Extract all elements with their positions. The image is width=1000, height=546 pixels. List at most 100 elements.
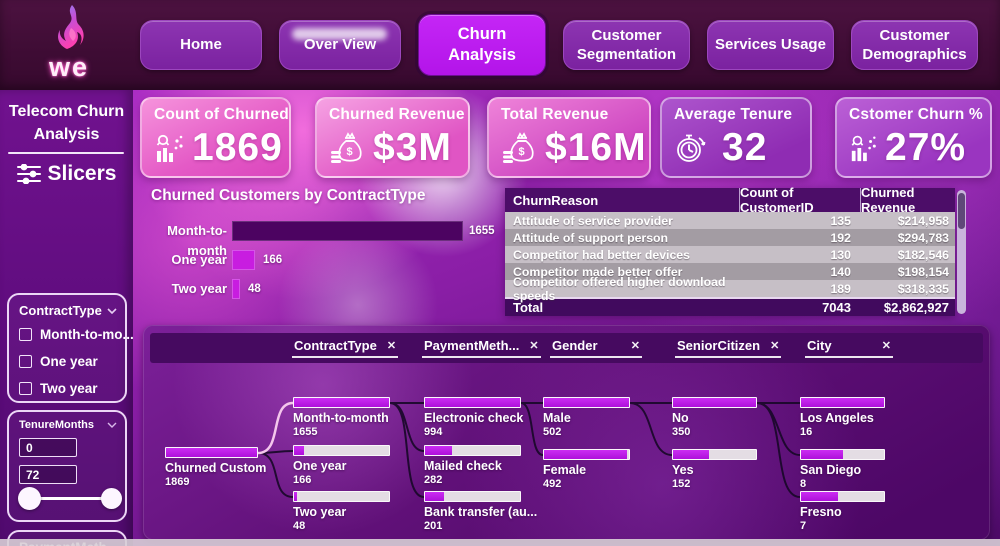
bar-value-label: 48 [248,283,261,295]
kpi-value: 32 [722,126,768,169]
tree-field-gender[interactable]: Gender ✕ [550,338,642,358]
tenure-min-input[interactable] [19,438,77,457]
checkbox[interactable] [19,328,32,341]
column-header[interactable]: Count of CustomerID [740,185,861,215]
divider [8,152,124,154]
highlight-smudge [292,28,387,40]
tree-node-san-diego[interactable]: San Diego 8 [800,449,885,490]
bar-month-to-month[interactable] [232,221,463,241]
bar-value-label: 1655 [469,225,495,237]
kpi-title: Total Revenue [501,106,609,123]
table-row[interactable]: Attitude of service provider 135 $214,95… [505,212,955,229]
checkbox[interactable] [19,355,32,368]
flame-icon [58,5,84,49]
kpi-churned-revenue[interactable]: Churned Revenue $ $3M [315,97,470,178]
tree-node-fresno[interactable]: Fresno 7 [800,491,885,532]
tree-node-electronic-check[interactable]: Electronic check 994 [424,397,523,438]
kpi-title: Cstomer Churn % [849,106,983,123]
tree-node-two-year[interactable]: Two year 48 [293,491,390,532]
tree-node-bank-transfer[interactable]: Bank transfer (au... 201 [424,491,537,532]
close-icon[interactable]: ✕ [770,340,780,352]
screen-edge [0,539,1000,546]
tree-node-mailed-check[interactable]: Mailed check 282 [424,445,521,486]
close-icon[interactable]: ✕ [630,340,640,352]
kpi-value: $16M [545,126,647,169]
kpi-title: Count of Churned [154,106,289,123]
table-row[interactable]: Competitor made better offer 140 $198,15… [505,263,955,280]
sidebar: Telecom Churn Analysis Slicers ContractT… [0,90,134,546]
churned-by-contract-chart: Churned Customers by ContractType Month-… [143,183,497,316]
bar-category-label: Month-to-month [167,223,227,258]
table-header-row: ChurnReason Count of CustomerID Churned … [505,185,955,215]
tree-node-los-angeles[interactable]: Los Angeles 16 [800,397,885,438]
kpi-title: Churned Revenue [329,106,465,123]
slicer-title: TenureMonths [19,419,94,431]
close-icon[interactable]: ✕ [881,340,891,352]
tab-churn-analysis[interactable]: Churn Analysis [418,14,546,76]
tree-node-male[interactable]: Male 502 [543,397,630,438]
range-slider-handle-max[interactable] [101,488,122,509]
tab-home[interactable]: Home [140,20,262,70]
svg-text:$: $ [347,146,353,158]
bar-value-label: 166 [263,254,283,266]
table-scrollbar-thumb[interactable] [958,193,965,229]
tab-services-usage[interactable]: Services Usage [707,20,834,70]
people-chart-icon [851,135,876,162]
bar-one-year[interactable] [232,250,255,270]
slicer-title: ContractType [19,303,102,318]
chevron-down-icon[interactable] [107,307,117,314]
tree-node-senior-yes[interactable]: Yes 152 [672,449,757,490]
tree-field-seniorcitizen[interactable]: SeniorCitizen ✕ [675,338,782,358]
slicers-heading: Slicers [0,162,133,186]
table-row[interactable]: Competitor had better devices 130 $182,5… [505,246,955,263]
range-slider-track[interactable] [29,497,111,500]
bar-category-label: One year [171,252,227,267]
brand-logo: we [14,4,124,88]
stopwatch-icon [677,134,706,162]
chevron-down-icon[interactable] [107,422,117,428]
brand-logo-text: we [48,52,90,82]
range-slider-handle-min[interactable] [18,487,41,510]
slicer-option-one-year[interactable]: One year [19,354,119,369]
tree-node-root[interactable]: Churned Custom 1869 [165,447,266,488]
table-row[interactable]: Competitor offered higher download speed… [505,275,955,303]
tenure-max-input[interactable] [19,465,77,484]
close-icon[interactable]: ✕ [529,340,539,352]
kpi-value: 27% [885,126,967,169]
chart-title: Churned Customers by ContractType [151,187,426,204]
checkbox[interactable] [19,382,32,395]
tenure-months-slicer: TenureMonths [7,410,127,522]
tree-field-paymentmethod[interactable]: PaymentMeth... ✕ [422,338,541,358]
tree-node-female[interactable]: Female 492 [543,449,630,490]
churn-reason-table: ChurnReason Count of CustomerID Churned … [505,185,955,316]
kpi-average-tenure[interactable]: Average Tenure 32 [660,97,812,178]
column-header[interactable]: ChurnReason [505,188,740,212]
bar-category-label: Two year [171,281,227,296]
close-icon[interactable]: ✕ [386,340,397,352]
table-total-row: Total 7043 $2,862,927 [505,297,955,316]
tree-node-month-to-month[interactable]: Month-to-month 1655 [293,397,390,438]
top-nav-bar: we Home Over View Churn Analysis Custome… [0,0,1000,90]
kpi-value: 1869 [192,126,283,169]
tree-field-contracttype[interactable]: ContractType ✕ [292,338,399,358]
bar-two-year[interactable] [232,279,240,299]
money-bag-icon: $ [503,132,534,163]
kpi-customer-churn-pct[interactable]: Cstomer Churn % 27% [835,97,992,178]
kpi-value: $3M [373,126,452,169]
tab-overview[interactable]: Over View [279,20,401,70]
kpi-total-revenue[interactable]: Total Revenue $ $16M [487,97,651,178]
tree-field-city[interactable]: City ✕ [805,338,893,358]
page-title: Telecom Churn Analysis [8,103,125,144]
tab-customer-segmentation[interactable]: Customer Segmentation [563,20,690,70]
kpi-title: Average Tenure [674,106,793,123]
slicer-option-two-year[interactable]: Two year [19,381,119,396]
table-row[interactable]: Attitude of support person 192 $294,783 [505,229,955,246]
slicer-option-month-to-month[interactable]: Month-to-mo... [19,327,134,342]
tab-customer-demographics[interactable]: Customer Demographics [851,20,978,70]
column-header[interactable]: Churned Revenue [861,185,916,215]
tree-node-senior-no[interactable]: No 350 [672,397,757,438]
kpi-count-of-churned[interactable]: Count of Churned 1869 [140,97,291,178]
table-scrollbar[interactable] [957,190,966,314]
tree-node-one-year[interactable]: One year 166 [293,445,390,486]
